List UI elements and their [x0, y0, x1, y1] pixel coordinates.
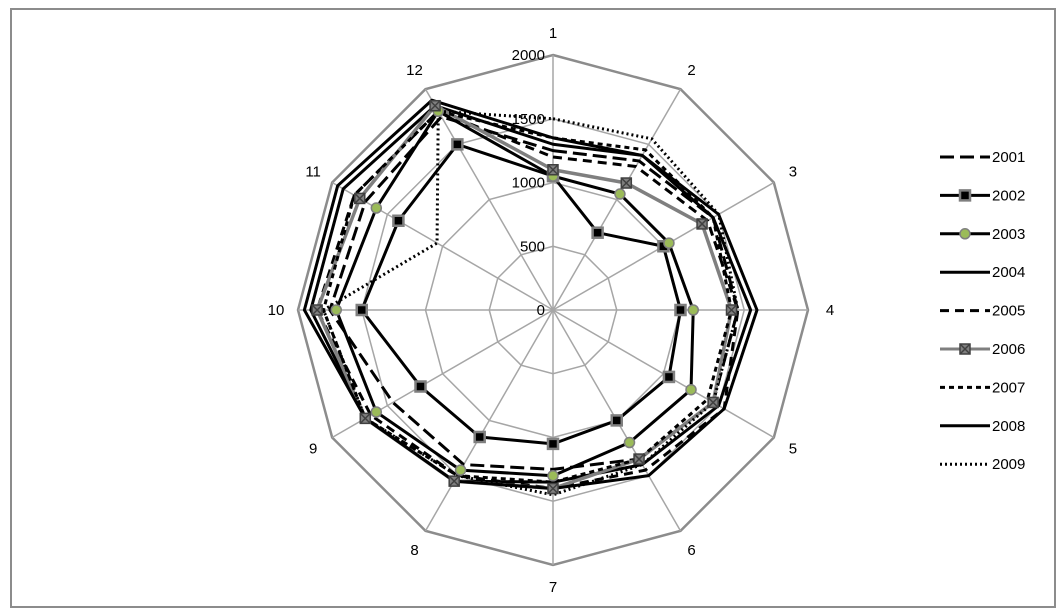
series-point-2002-4: [674, 303, 687, 317]
series-point-2003-6: [623, 436, 636, 449]
category-label-1: 1: [549, 25, 557, 42]
series-point-2002-5: [662, 370, 676, 384]
spoke-8: [424, 309, 554, 532]
series-point-2003-8: [454, 464, 467, 476]
legend-label: 2007: [992, 379, 1025, 396]
series-point-2002-11: [392, 214, 405, 227]
category-label-9: 9: [309, 441, 317, 458]
legend-label: 2006: [992, 341, 1025, 358]
series-markers: [311, 99, 738, 495]
series-line-2009: [322, 109, 740, 497]
legend-item-2002: 2002: [940, 187, 1025, 204]
series-point-2006-8: [448, 475, 460, 487]
legend-item-2007: 2007: [940, 379, 1025, 396]
series-point-2002-10: [355, 303, 368, 317]
series-point-2006-3: [696, 218, 708, 230]
legend-label: 2004: [992, 264, 1025, 281]
series-point-2006-11: [354, 192, 366, 205]
series-point-2006-9: [359, 412, 372, 425]
legend-item-2004: 2004: [940, 264, 1025, 281]
legend-label: 2008: [992, 418, 1025, 435]
category-label-6: 6: [687, 542, 695, 559]
series-point-2002-7: [546, 437, 560, 451]
legend-item-2005: 2005: [940, 303, 1025, 320]
series-point-2006-10: [311, 304, 323, 316]
legend-marker-2002: [958, 189, 972, 202]
series-point-2006-4: [725, 304, 738, 316]
series-point-2002-6: [610, 414, 623, 427]
category-label-12: 12: [406, 62, 423, 79]
category-label-8: 8: [410, 542, 418, 559]
spoke-2: [552, 88, 682, 311]
legend-item-2003: 2003: [940, 226, 1025, 243]
legend: 2001 2002 2003 2004 2005 2006 2007 2008 2009: [940, 149, 1025, 473]
series-point-2006-12: [429, 99, 441, 112]
series-point-2002-8: [473, 430, 486, 444]
series-point-2006-7: [547, 482, 559, 495]
series-point-2003-5: [685, 383, 697, 396]
category-label-7: 7: [549, 579, 557, 596]
legend-item-2009: 2009: [940, 456, 1025, 473]
series-point-2003-7: [547, 470, 559, 482]
series-point-2006-2: [620, 177, 633, 189]
series-line-2004: [309, 104, 753, 484]
series-point-2006-5: [707, 396, 719, 409]
legend-label: 2003: [992, 226, 1025, 243]
legend-item-2006: 2006: [940, 341, 1025, 358]
series-point-2006-6: [633, 453, 645, 465]
category-label-2: 2: [687, 62, 695, 79]
legend-item-2008: 2008: [940, 418, 1025, 435]
series-point-2003-3: [663, 237, 675, 249]
category-label-10: 10: [268, 302, 285, 319]
series-point-2003-11: [370, 202, 383, 214]
legend-label: 2002: [992, 187, 1025, 204]
legend-label: 2001: [992, 149, 1025, 166]
spoke-12: [424, 88, 554, 311]
legend-marker-2003: [959, 228, 971, 240]
radial-tick-labels: 0 500 1000 1500 2000: [512, 47, 545, 319]
series-point-2002-12: [451, 138, 464, 151]
tick-label-0: 0: [537, 302, 545, 319]
series-point-2003-4: [687, 304, 699, 316]
tick-label-1000: 1000: [512, 175, 545, 192]
series-point-2003-9: [370, 406, 383, 418]
tick-label-500: 500: [520, 238, 545, 255]
legend-marker-2006: [959, 343, 971, 355]
category-label-11: 11: [305, 164, 321, 181]
category-label-3: 3: [789, 164, 797, 181]
category-label-5: 5: [789, 441, 797, 458]
legend-label: 2009: [992, 456, 1025, 473]
series-line-2003: [334, 109, 695, 478]
category-label-4: 4: [826, 302, 834, 319]
series-point-2002-9: [414, 380, 427, 393]
tick-label-2000: 2000: [512, 47, 545, 64]
series-point-2006-1: [547, 164, 559, 176]
series-point-2003-2: [614, 188, 626, 200]
spoke-11: [331, 181, 554, 311]
tick-label-1500: 1500: [512, 111, 545, 128]
series-point-2003-10: [330, 304, 342, 316]
legend-label: 2005: [992, 303, 1025, 320]
legend-item-2001: 2001: [940, 149, 1025, 166]
series-point-2002-2: [591, 226, 604, 239]
